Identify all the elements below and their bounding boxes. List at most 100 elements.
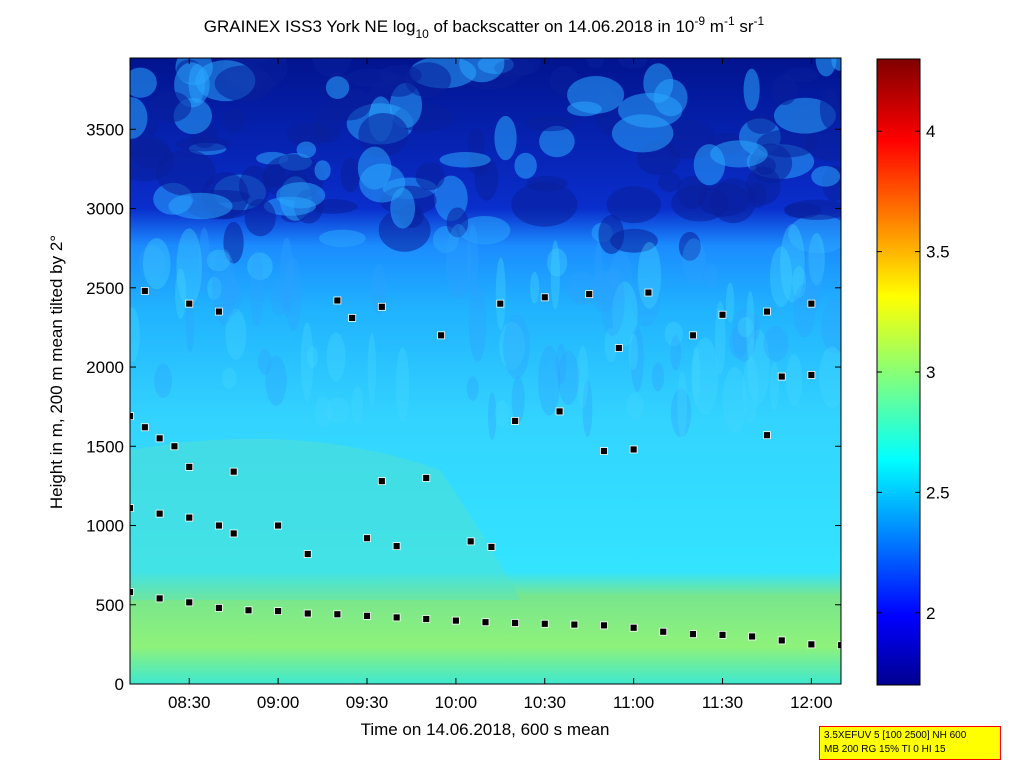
texture-blob	[214, 65, 274, 102]
texture-streak	[495, 400, 509, 427]
layer-marker	[229, 467, 238, 476]
texture-blob	[276, 182, 326, 209]
layer-marker	[130, 504, 134, 512]
layer-marker	[540, 619, 549, 628]
texture-blob	[710, 140, 768, 168]
heatmap-plot-area	[130, 58, 841, 684]
layer-marker	[466, 537, 475, 546]
texture-blob	[618, 92, 683, 128]
texture-streak	[703, 263, 718, 288]
layer-marker	[392, 542, 401, 551]
texture-streak	[395, 347, 410, 423]
layer-marker	[763, 431, 771, 440]
layer-marker	[644, 288, 653, 297]
x-tick-label: 11:00	[613, 693, 654, 712]
x-tick-label: 11:30	[702, 693, 743, 712]
texture-blob	[678, 231, 701, 261]
x-tick-label: 10:00	[435, 693, 478, 712]
texture-streak	[466, 376, 479, 401]
layer-marker	[555, 407, 564, 416]
texture-streak	[737, 316, 754, 338]
layer-marker	[807, 371, 816, 379]
texture-blob	[131, 136, 171, 169]
texture-blob	[747, 113, 777, 134]
texture-blob	[345, 68, 398, 88]
y-tick-label: 2000	[86, 358, 124, 377]
texture-blob	[459, 215, 511, 245]
y-tick-label: 3500	[86, 120, 124, 139]
texture-blob	[671, 184, 729, 222]
colorbar-tick-label: 2	[926, 604, 935, 623]
texture-streak	[600, 267, 625, 336]
texture-streak	[265, 355, 287, 406]
texture-streak	[722, 367, 747, 434]
texture-blob	[784, 199, 841, 220]
layer-marker	[214, 604, 223, 612]
texture-streak	[142, 238, 171, 290]
texture-streak	[225, 308, 247, 360]
layer-marker	[303, 609, 312, 618]
layer-marker	[214, 521, 223, 530]
texture-blob	[378, 208, 431, 252]
info-line-1: 3.5XEFUV 5 [100 2500] NH 600	[824, 730, 967, 741]
layer-marker	[688, 331, 697, 340]
colorbar-tick-label: 3	[926, 363, 935, 382]
layer-marker	[229, 529, 238, 538]
layer-marker	[777, 636, 786, 645]
x-tick-label: 09:00	[257, 693, 300, 712]
layer-marker	[155, 594, 164, 603]
texture-streak	[222, 279, 242, 315]
layer-marker	[777, 372, 786, 381]
texture-streak	[307, 346, 318, 368]
texture-blob	[474, 155, 499, 201]
texture-streak	[769, 362, 780, 411]
layer-marker	[363, 534, 371, 543]
layer-marker	[274, 607, 283, 615]
texture-streak	[371, 263, 387, 315]
texture-blob	[788, 214, 841, 254]
texture-streak	[285, 257, 302, 331]
texture-streak	[550, 240, 560, 310]
texture-blob	[358, 112, 409, 157]
layer-marker	[451, 616, 460, 625]
texture-blob	[586, 58, 604, 69]
colorbar-ticks: 2 2.5 3 3.5 4	[877, 122, 950, 623]
layer-marker	[807, 299, 816, 308]
texture-streak	[538, 345, 561, 416]
layer-marker	[718, 630, 727, 639]
processing-info-box: 3.5XEFUV 5 [100 2500] NH 600 MB 200 RG 1…	[819, 726, 1001, 760]
texture-streak	[725, 282, 735, 323]
layer-marker	[629, 445, 638, 454]
texture-blob	[658, 172, 682, 193]
texture-streak	[467, 224, 479, 295]
layer-marker	[511, 417, 520, 425]
texture-streak	[212, 248, 236, 325]
texture-streak	[746, 291, 755, 361]
layer-marker	[348, 314, 357, 322]
layer-marker	[511, 619, 520, 627]
y-axis-ticks: 0 500 1000 1500 2000 2500 3000 3500	[86, 120, 841, 694]
texture-streak	[130, 307, 140, 363]
texture-streak	[590, 270, 619, 313]
layer-marker	[422, 474, 431, 482]
layer-marker	[748, 632, 757, 641]
texture-blob	[539, 125, 575, 158]
texture-streak	[495, 257, 506, 330]
layer-marker	[377, 477, 386, 486]
x-tick-label: 10:30	[523, 693, 566, 712]
layer-marker	[807, 640, 816, 649]
texture-blob	[296, 141, 317, 159]
texture-streak	[637, 242, 662, 309]
texture-blob	[415, 162, 445, 191]
texture-blob	[239, 165, 271, 207]
texture-streak	[670, 388, 692, 438]
layer-marker	[481, 618, 490, 627]
texture-streak	[692, 337, 719, 416]
texture-blob	[318, 229, 366, 247]
texture-streak	[314, 396, 332, 427]
texture-streak	[793, 283, 816, 338]
texture-streak	[664, 321, 683, 347]
texture-blob	[325, 76, 350, 99]
texture-streak	[207, 276, 222, 301]
layer-marker	[244, 606, 253, 615]
